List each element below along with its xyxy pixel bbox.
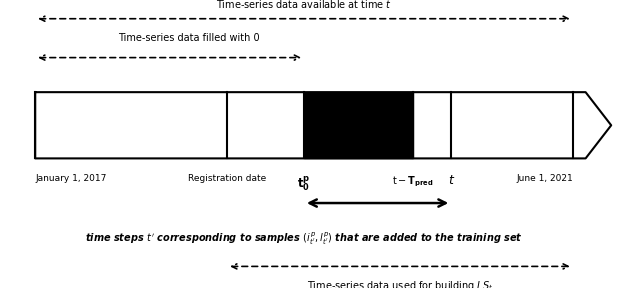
Text: June 1, 2021: June 1, 2021: [516, 174, 573, 183]
Text: $\mathit{t}$: $\mathit{t}$: [447, 174, 455, 187]
Text: Time-series data used for building $LS_t$: Time-series data used for building $LS_t…: [307, 279, 493, 288]
Text: $\mathrm{t} - \mathbf{T_{pred}}$: $\mathrm{t} - \mathbf{T_{pred}}$: [392, 174, 434, 189]
Text: January 1, 2017: January 1, 2017: [35, 174, 107, 183]
Bar: [304, 92, 413, 158]
Text: time steps $t'$ corresponding to samples $(i_{t'}^p, l_{t'}^p)$ that are added t: time steps $t'$ corresponding to samples…: [85, 230, 523, 247]
Polygon shape: [35, 92, 611, 158]
Text: Registration date: Registration date: [188, 174, 266, 183]
Text: Time-series data available at time $t$: Time-series data available at time $t$: [216, 0, 392, 10]
Text: Time-series data filled with 0: Time-series data filled with 0: [118, 33, 260, 43]
Text: $\mathbf{t_0^p}$: $\mathbf{t_0^p}$: [298, 174, 310, 193]
